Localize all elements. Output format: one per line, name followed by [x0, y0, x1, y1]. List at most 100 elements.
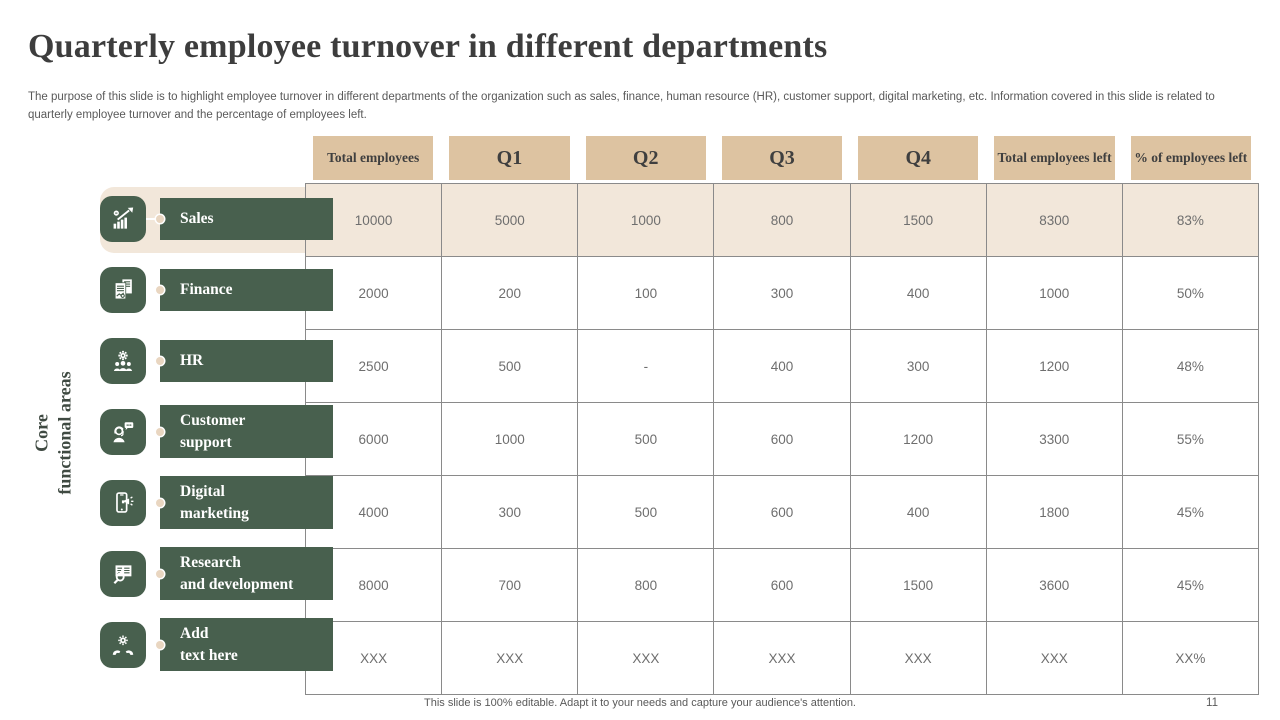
table-cell: 600 — [713, 548, 851, 622]
table-cell: 48% — [1121, 329, 1260, 403]
connector-dot — [156, 285, 164, 294]
table-cell: 300 — [441, 475, 579, 549]
connector-line — [146, 214, 164, 223]
table-row: 4000 300 500 600 400 1800 45% — [304, 475, 1260, 549]
table-cell: 800 — [713, 183, 851, 257]
table-cell: 600 — [713, 402, 851, 476]
digital-marketing-phone-icon — [100, 479, 146, 526]
table-row: 6000 1000 500 600 1200 3300 55% — [304, 402, 1260, 476]
connector-line — [146, 427, 164, 436]
growth-chart-icon — [100, 195, 146, 242]
department-item: Sales — [100, 183, 333, 254]
turnover-table-body: 10000 5000 1000 800 1500 8300 83% 2000 200 100 300… — [304, 183, 1260, 695]
table-cell: 700 — [441, 548, 579, 622]
department-item: Finance — [100, 254, 333, 325]
connector-line — [146, 356, 164, 365]
table-cell: 800 — [577, 548, 715, 622]
finance-report-icon — [100, 266, 146, 313]
table-cell: 500 — [577, 475, 715, 549]
table-cell: 45% — [1121, 548, 1260, 622]
table-row: 2000 200 100 300 400 1000 50% — [304, 256, 1260, 330]
department-item: Add text here — [100, 609, 333, 680]
column-header: % of employees left — [1130, 136, 1251, 180]
hr-team-gear-icon — [100, 337, 146, 384]
connector-dot — [156, 569, 164, 578]
table-cell: 10000 — [304, 183, 443, 257]
table-cell: 1000 — [985, 256, 1123, 330]
table-cell: 1200 — [849, 402, 987, 476]
table-cell: 500 — [577, 402, 715, 476]
research-presentation-magnifier-icon — [100, 550, 146, 597]
department-label: Finance — [160, 268, 333, 311]
table-cell: XX% — [1121, 621, 1260, 695]
table-cell: 1200 — [985, 329, 1123, 403]
department-item: Research and development — [100, 538, 333, 609]
table-cell: XXX — [985, 621, 1123, 695]
table-cell: 400 — [713, 329, 851, 403]
department-label: HR — [160, 339, 333, 382]
department-label: Sales — [160, 197, 333, 240]
department-label: Research and development — [160, 546, 333, 601]
connector-line — [146, 640, 164, 649]
table-cell: 300 — [849, 329, 987, 403]
table-cell: XXX — [577, 621, 715, 695]
department-item: Customer support — [100, 396, 333, 467]
department-label: Add text here — [160, 617, 333, 672]
connector-line — [146, 285, 164, 294]
table-header-row: Total employees Q1 Q2 Q3 Q4 Total employees l… — [305, 136, 1259, 180]
department-item: HR — [100, 325, 333, 396]
table-cell: 300 — [713, 256, 851, 330]
column-header: Q3 — [721, 136, 843, 180]
table-row: 10000 5000 1000 800 1500 8300 83% — [304, 183, 1260, 257]
department-label: Digital marketing — [160, 475, 333, 530]
page-number: 11 — [1206, 697, 1218, 709]
table-cell: 5000 — [441, 183, 579, 257]
page-title: Quarterly employee turnover in different… — [28, 28, 828, 65]
table-cell: 1500 — [849, 183, 987, 257]
table-cell: XXX — [441, 621, 579, 695]
connector-dot — [156, 214, 164, 223]
table-cell: 3600 — [985, 548, 1123, 622]
table-cell: XXX — [849, 621, 987, 695]
customer-support-headset-icon — [100, 408, 146, 455]
table-cell: 1000 — [577, 183, 715, 257]
column-header: Q4 — [858, 136, 979, 180]
table-cell: 600 — [713, 475, 851, 549]
table-cell: 50% — [1121, 256, 1260, 330]
table-row: 2500 500-400 300 1200 48% — [304, 329, 1260, 403]
table-cell: 400 — [849, 475, 987, 549]
table-row: 8000 700 800 600 1500 3600 45% — [304, 548, 1260, 622]
slide-description: The purpose of this slide is to highligh… — [28, 91, 1215, 122]
table-cell: 1000 — [441, 402, 579, 476]
connector-dot — [156, 498, 164, 507]
table-cell: 1500 — [849, 548, 987, 622]
connector-dot — [156, 427, 164, 436]
table-cell: 8300 — [985, 183, 1123, 257]
table-cell: 400 — [849, 256, 987, 330]
table-cell: 45% — [1121, 475, 1260, 549]
column-header: Q1 — [449, 136, 570, 180]
department-label: Customer support — [160, 404, 333, 459]
table-cell: - — [577, 329, 715, 403]
department-list: Sales Finance HR Customer support Digital ma… — [100, 183, 333, 680]
table-row: XXX XXX XXX XXX XXX XXX XX% — [304, 621, 1260, 695]
column-header: Q2 — [585, 136, 706, 180]
footer-note: This slide is 100% editable. Adapt it to… — [424, 697, 856, 709]
table-cell: 1800 — [985, 475, 1123, 549]
table-cell: XXX — [713, 621, 851, 695]
column-header: Total employees — [313, 136, 434, 180]
connector-line — [146, 498, 164, 507]
table-cell: 83% — [1121, 183, 1260, 257]
table-cell: 3300 — [985, 402, 1123, 476]
core-functional-areas-label: Core functional areas — [31, 371, 75, 495]
table-cell: 500 — [441, 329, 579, 403]
connector-dot — [156, 640, 164, 649]
table-cell: 100 — [577, 256, 715, 330]
table-cell: 200 — [441, 256, 579, 330]
department-item: Digital marketing — [100, 467, 333, 538]
turnover-table: 10000 5000 1000 800 1500 8300 83% 2000 200 100 300… — [304, 183, 1260, 695]
hands-holding-gear-icon — [100, 621, 146, 668]
connector-line — [146, 569, 164, 578]
column-header: Total employees left — [994, 136, 1115, 180]
